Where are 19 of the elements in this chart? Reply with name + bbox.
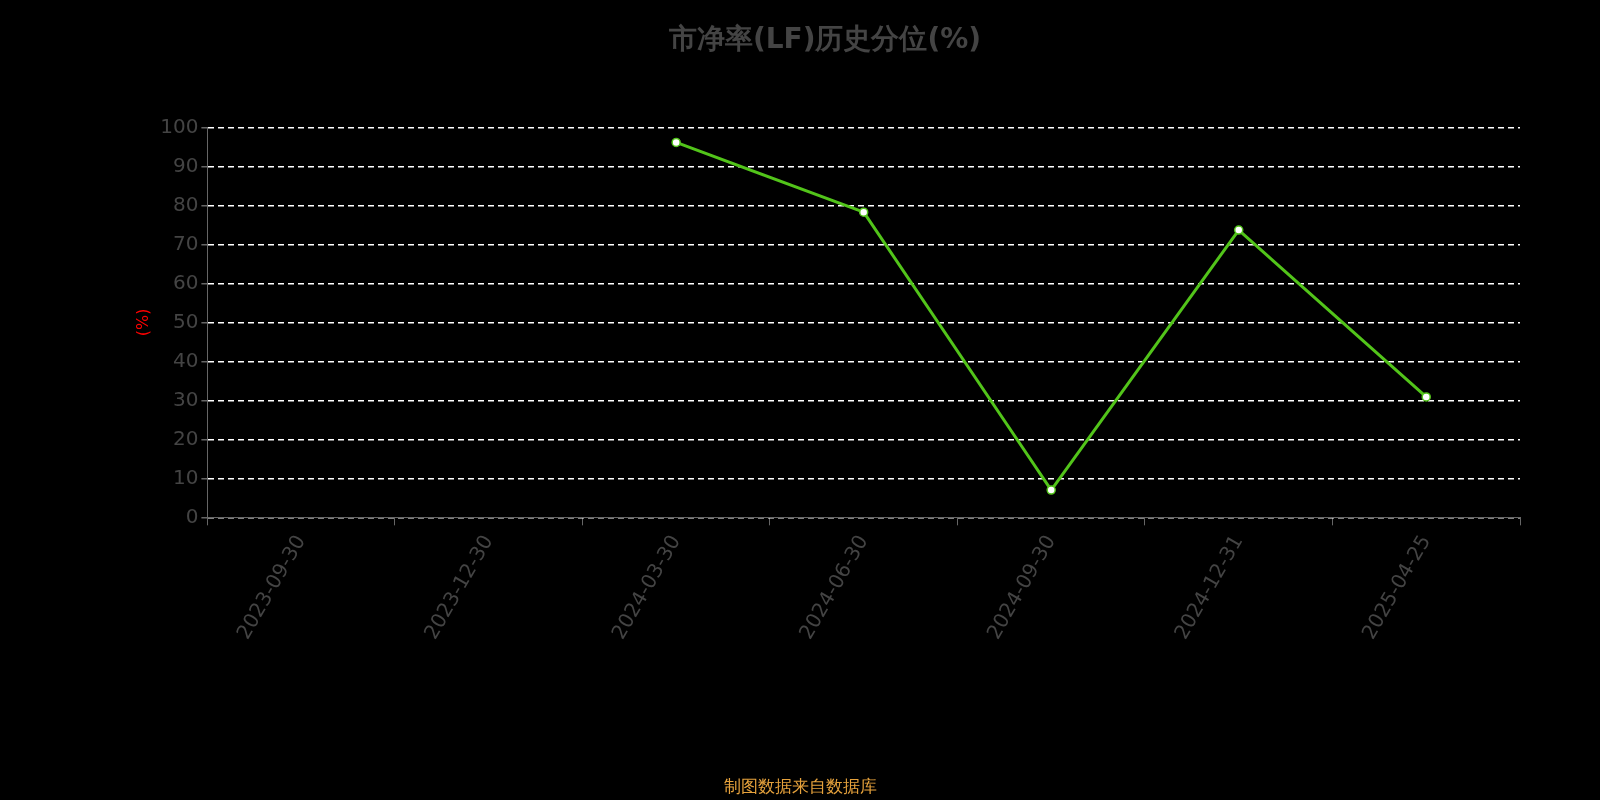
- chart-title: 市净率(LF)历史分位(%): [667, 22, 982, 56]
- y-tick-label: 100: [160, 113, 199, 138]
- y-tick-label: 30: [172, 386, 199, 411]
- y-axis-title: (%): [132, 308, 152, 337]
- point: [1046, 485, 1056, 495]
- point: [1421, 392, 1431, 402]
- text: 制图数据来自数据库: [722, 775, 878, 798]
- y-tick-label: 10: [172, 464, 199, 489]
- y-tick-label: 20: [172, 425, 199, 450]
- y-tick-label: 90: [172, 152, 199, 177]
- y-tick-label: 50: [172, 308, 199, 333]
- y-tick-label: 70: [172, 230, 199, 255]
- point: [1233, 225, 1244, 235]
- y-tick-label: 40: [172, 347, 199, 372]
- y-tick-label: 0: [185, 503, 199, 528]
- y-tick-label: 60: [172, 269, 199, 294]
- point: [858, 207, 869, 217]
- y-tick-label: 80: [172, 191, 199, 216]
- point: [671, 137, 681, 148]
